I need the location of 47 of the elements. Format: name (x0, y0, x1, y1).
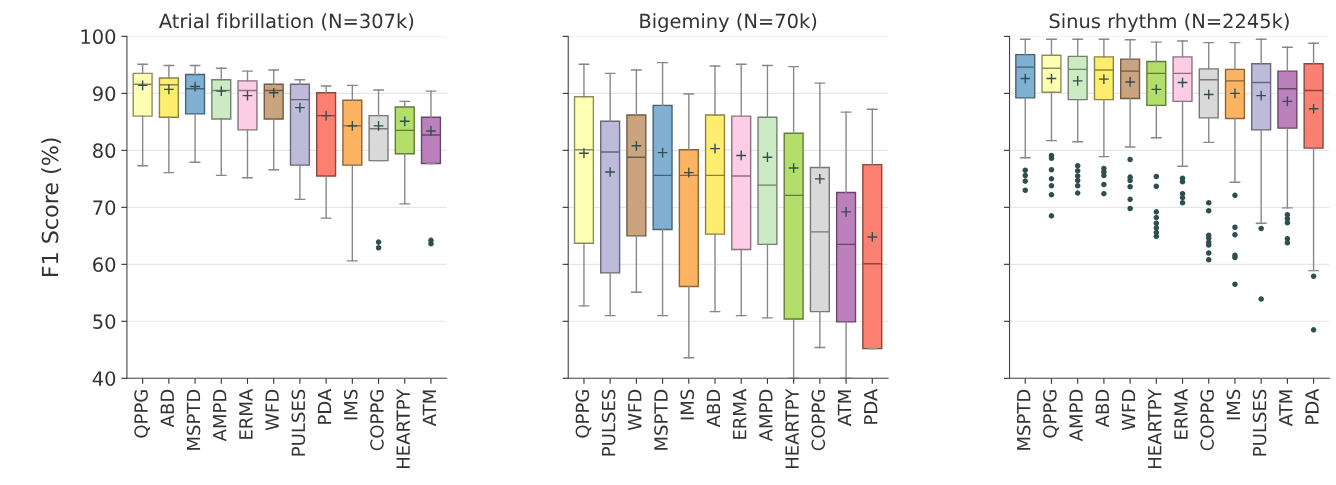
x-tick-label: ATM (837, 390, 852, 427)
x-tick-label: WFD (265, 389, 279, 431)
x-tick-label: PDA (864, 388, 878, 424)
x-tick-label: IMS (1226, 389, 1241, 420)
x-tick-label: MSPTD (186, 389, 201, 450)
x-tick-label: IMS (680, 389, 695, 420)
x-tick-label: ABD (1095, 389, 1109, 428)
y-tick-label: 80 (93, 143, 116, 159)
x-tick-label: ABD (706, 389, 720, 428)
y-tick-label: 50 (93, 314, 116, 329)
chart-title: Atrial fibrillation (N=307k) (158, 13, 414, 31)
x-tick-label: PULSES (1252, 389, 1267, 456)
x-tick-label: AMPD (759, 389, 773, 442)
x-tick-label: MSPTD (654, 389, 668, 450)
x-tick-label: PULSES (601, 389, 616, 456)
x-tick-label: ATM (422, 390, 436, 427)
x-tick-label: WFD (628, 389, 642, 431)
x-tick-label: IMS (343, 389, 358, 420)
x-tick-label: HEARTPY (1148, 388, 1162, 469)
x-tick-label: QPPG (134, 390, 150, 438)
x-tick-label: PDA (1305, 388, 1319, 424)
chart-title: Sinus rhythm (N=2245k) (1049, 13, 1289, 33)
x-tick-label: HEARTPY (396, 388, 410, 469)
x-tick-label: PULSES (291, 389, 306, 456)
x-tick-label: QPPG (575, 390, 592, 438)
y-tick-label: 60 (93, 257, 116, 272)
x-tick-label: ATM (1279, 390, 1293, 427)
x-tick-label: ABD (160, 389, 174, 428)
y-tick-label: 100 (81, 29, 116, 45)
x-tick-label: QPPG (1043, 390, 1059, 438)
x-tick-label: COPPG (370, 390, 384, 451)
x-tick-label: COPPG (1200, 390, 1214, 451)
x-tick-label: WFD (1121, 389, 1136, 431)
x-tick-label: ERMA (1174, 388, 1188, 439)
chart-title: Bigeminy (N=70k) (640, 13, 817, 33)
x-tick-label: AMPD (1069, 389, 1083, 442)
x-tick-label: COPPG (811, 390, 826, 451)
y-axis-title: F1 Score (%) (41, 138, 62, 277)
y-tick-label: 70 (93, 200, 116, 215)
y-tick-label: 90 (92, 86, 116, 102)
y-tick-label: 40 (92, 371, 116, 386)
x-tick-label: PDA (317, 388, 332, 424)
x-tick-label: ERMA (733, 388, 747, 439)
x-tick-label: ERMA (239, 388, 253, 439)
x-tick-label: MSPTD (1016, 389, 1031, 450)
x-tick-label: HEARTPY (785, 388, 799, 469)
x-tick-label: AMPD (213, 389, 227, 442)
